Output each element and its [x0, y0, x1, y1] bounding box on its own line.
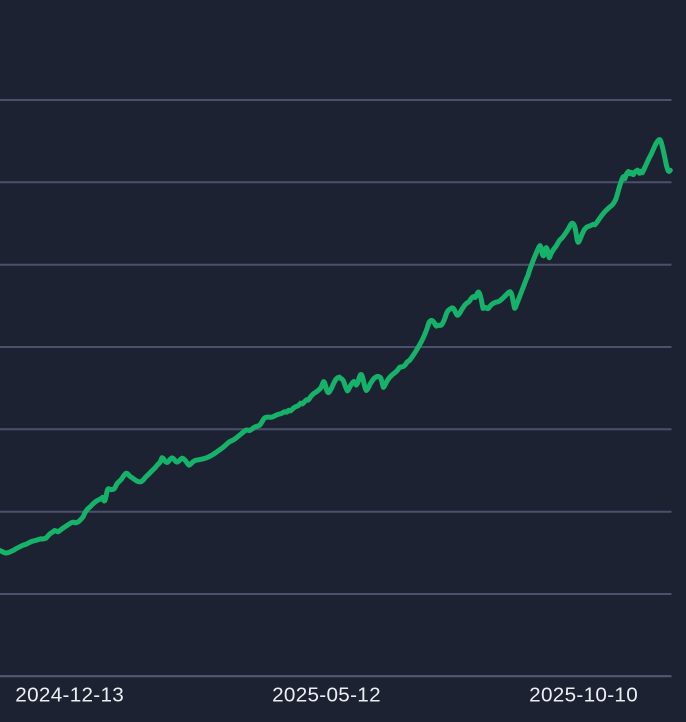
svg-text:2025-05-12: 2025-05-12	[272, 684, 381, 707]
svg-text:2024-12-13: 2024-12-13	[15, 684, 124, 707]
svg-text:2025-10-10: 2025-10-10	[529, 684, 638, 707]
